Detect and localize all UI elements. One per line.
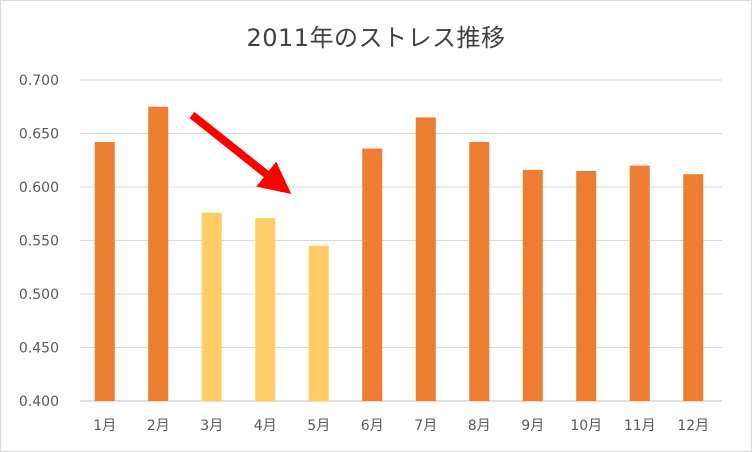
y-tick-label: 0.600 xyxy=(19,180,59,196)
x-axis: 1月 2月 3月 4月 5月 6月 7月 8月 9月 10月 11月 12月 xyxy=(93,418,709,434)
bar-12 xyxy=(683,174,704,401)
x-tick-label: 1月 xyxy=(93,418,116,434)
bar-9 xyxy=(522,169,543,401)
gridlines xyxy=(80,79,722,402)
x-tick-label: 2月 xyxy=(147,418,170,434)
y-tick-label: 0.450 xyxy=(19,341,59,357)
bar-10 xyxy=(576,170,597,401)
bar-1 xyxy=(94,142,115,401)
chart-title: 2011年のストレス推移 xyxy=(246,24,506,52)
y-tick-label: 0.700 xyxy=(19,73,59,89)
bar-4 xyxy=(255,218,276,401)
bar-3 xyxy=(201,212,222,401)
x-tick-label: 7月 xyxy=(414,418,437,434)
trend-arrow xyxy=(189,111,292,194)
x-tick-label: 12月 xyxy=(677,418,709,434)
bar-2 xyxy=(148,106,169,401)
x-tick-label: 3月 xyxy=(200,418,223,434)
x-tick-label: 10月 xyxy=(570,418,602,434)
x-tick-label: 9月 xyxy=(521,418,544,434)
bars xyxy=(94,106,704,401)
y-tick-label: 0.500 xyxy=(19,287,59,303)
bar-6 xyxy=(362,148,383,401)
bar-7 xyxy=(415,117,436,401)
x-tick-label: 8月 xyxy=(468,418,491,434)
bar-5 xyxy=(308,245,329,401)
y-tick-label: 0.650 xyxy=(19,127,59,143)
x-tick-label: 11月 xyxy=(624,418,656,434)
x-tick-label: 5月 xyxy=(307,418,330,434)
y-axis: 0.400 0.450 0.500 0.550 0.600 0.650 0.700 xyxy=(19,73,59,410)
y-tick-label: 0.400 xyxy=(19,394,59,410)
bar-11 xyxy=(629,165,650,401)
x-tick-label: 4月 xyxy=(254,418,277,434)
x-tick-label: 6月 xyxy=(361,418,384,434)
bar-8 xyxy=(469,142,490,401)
y-tick-label: 0.550 xyxy=(19,234,59,250)
